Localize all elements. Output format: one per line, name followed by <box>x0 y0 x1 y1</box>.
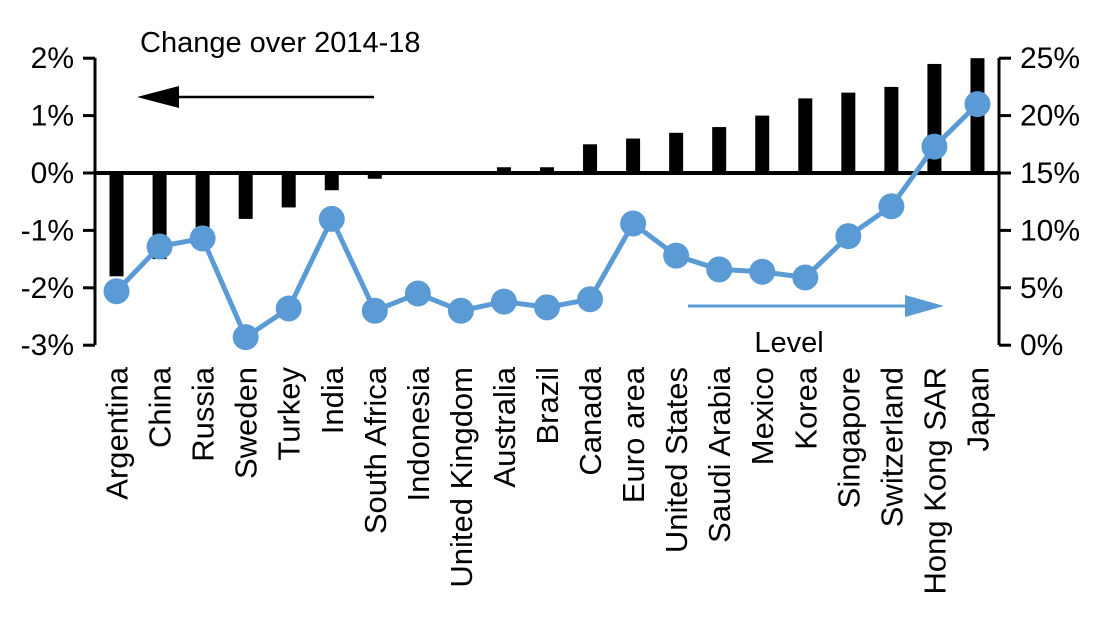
category-label: Sweden <box>229 367 264 479</box>
level-marker <box>490 288 517 315</box>
change-bar <box>496 167 511 173</box>
category-label: Hong Kong SAR <box>917 367 952 594</box>
level-marker <box>663 242 690 269</box>
change-bar <box>540 167 554 173</box>
level-arrow-head <box>905 295 944 317</box>
left-axis-tick-label: 0% <box>31 157 74 190</box>
change-bar <box>712 127 727 173</box>
level-marker <box>318 205 345 232</box>
category-label: Saudi Arabia <box>702 366 737 543</box>
category-label: United States <box>659 367 694 553</box>
right-axis-tick-label: 25% <box>1020 42 1080 75</box>
change-bar <box>755 115 770 173</box>
level-marker <box>146 233 173 260</box>
category-label: Japan <box>960 367 995 451</box>
left-axis-tick-label: 1% <box>31 100 74 133</box>
level-marker <box>189 225 216 252</box>
right-axis-tick-label: 20% <box>1020 100 1080 133</box>
level-marker <box>964 91 991 118</box>
level-marker <box>447 297 474 324</box>
change-bar <box>367 173 382 179</box>
change-bar <box>841 92 856 173</box>
category-label: South Africa <box>358 366 393 534</box>
level-series-label: Level <box>754 327 823 359</box>
level-marker <box>404 280 431 307</box>
left-axis-tick-label: -2% <box>21 272 74 305</box>
change-bar <box>669 132 684 173</box>
change-bar <box>583 144 598 173</box>
category-label: India <box>315 366 350 434</box>
level-marker <box>232 324 259 351</box>
level-marker <box>577 286 604 313</box>
change-series-label: Change over 2014-18 <box>140 27 421 59</box>
right-axis-tick-label: 0% <box>1020 329 1063 362</box>
change-bar <box>281 173 296 208</box>
level-marker <box>749 258 776 285</box>
category-label: Korea <box>788 366 823 449</box>
right-axis-tick-label: 10% <box>1020 214 1080 247</box>
level-marker <box>835 223 862 250</box>
level-marker <box>921 133 948 160</box>
right-axis-tick-label: 5% <box>1020 272 1063 305</box>
change-bar <box>798 98 813 173</box>
change-bar <box>238 173 253 219</box>
category-label: Australia <box>487 366 522 487</box>
category-label: Russia <box>186 366 221 462</box>
level-marker <box>620 210 647 237</box>
category-label: China <box>143 366 178 448</box>
left-axis-tick-label: 2% <box>31 42 74 75</box>
level-marker <box>103 278 130 305</box>
change-bar <box>884 86 899 173</box>
left-axis-tick-label: -3% <box>21 329 74 362</box>
category-label: United Kingdom <box>444 367 479 588</box>
right-axis-tick-label: 15% <box>1020 157 1080 190</box>
level-marker <box>361 297 388 324</box>
category-label: Turkey <box>272 367 307 461</box>
category-label: Switzerland <box>874 367 909 527</box>
change-bar <box>109 173 124 277</box>
category-label: Argentina <box>100 366 135 499</box>
left-axis-tick-label: -1% <box>21 214 74 247</box>
category-label: Singapore <box>831 367 866 508</box>
change-bar <box>626 138 641 173</box>
category-label: Mexico <box>745 367 780 465</box>
category-label: Canada <box>573 366 608 475</box>
category-label: Euro area <box>616 366 651 503</box>
level-marker <box>275 295 302 322</box>
category-label: Indonesia <box>401 366 436 501</box>
change-arrow-head <box>137 86 179 108</box>
level-marker <box>878 193 905 220</box>
level-marker <box>792 264 819 291</box>
change-bar <box>324 173 339 191</box>
category-label: Brazil <box>530 367 565 445</box>
level-marker <box>706 256 733 283</box>
level-marker <box>534 294 560 321</box>
